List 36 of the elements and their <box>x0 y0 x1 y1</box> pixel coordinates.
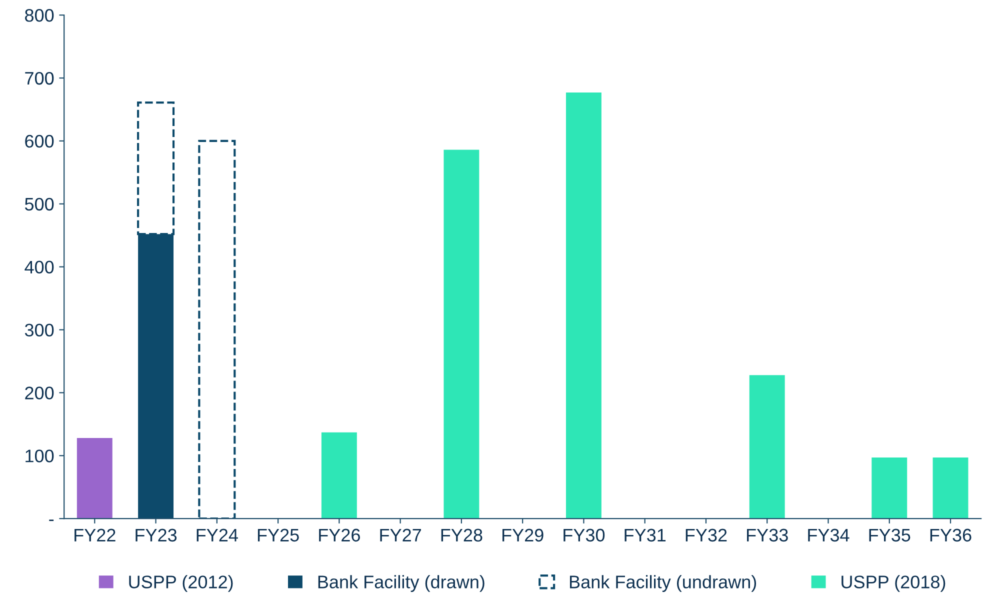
x-tick-label: FY34 <box>808 528 850 542</box>
x-tick-label: FY35 <box>869 528 910 542</box>
x-tick-label: FY22 <box>74 528 116 542</box>
y-tick-label: 200 <box>25 386 54 400</box>
bar <box>198 140 236 519</box>
x-tick-label: FY31 <box>624 528 666 542</box>
y-tick-label: 700 <box>25 72 54 85</box>
x-tick-label: FY36 <box>930 528 972 542</box>
x-tick-label: FY30 <box>564 528 605 542</box>
y-tick-label: 600 <box>25 134 54 148</box>
y-tick-label: 300 <box>24 324 54 336</box>
x-tick-label: FY28 <box>441 528 482 542</box>
x-tick-label: FY26 <box>319 528 360 542</box>
bar <box>566 92 602 519</box>
y-tick-label: 400 <box>24 260 54 274</box>
x-tick-label: FY25 <box>258 528 299 542</box>
x-tick-label: FY23 <box>136 528 177 542</box>
legend-label: USPP (2012) <box>129 575 233 592</box>
y-tick-label: 500 <box>24 198 54 211</box>
bar <box>749 375 785 519</box>
legend-label: USPP (2018) <box>842 575 946 592</box>
y-tick-label: 800 <box>25 9 54 22</box>
x-tick-label: FY32 <box>686 528 727 542</box>
legend-label: Bank Facility (undrawn) <box>570 575 756 592</box>
x-tick-label: FY29 <box>502 528 544 542</box>
bar <box>872 458 908 519</box>
bar <box>932 458 968 519</box>
y-tick-label: 100 <box>26 450 54 462</box>
y-tick-label: - <box>49 520 54 522</box>
x-tick-label: FY24 <box>196 528 238 542</box>
x-tick-label: FY27 <box>380 528 421 542</box>
legend-label: Bank Facility (drawn) <box>318 575 484 592</box>
x-tick-label: FY33 <box>747 528 788 542</box>
bar <box>444 150 480 519</box>
bar <box>321 432 357 519</box>
bar <box>76 438 112 519</box>
